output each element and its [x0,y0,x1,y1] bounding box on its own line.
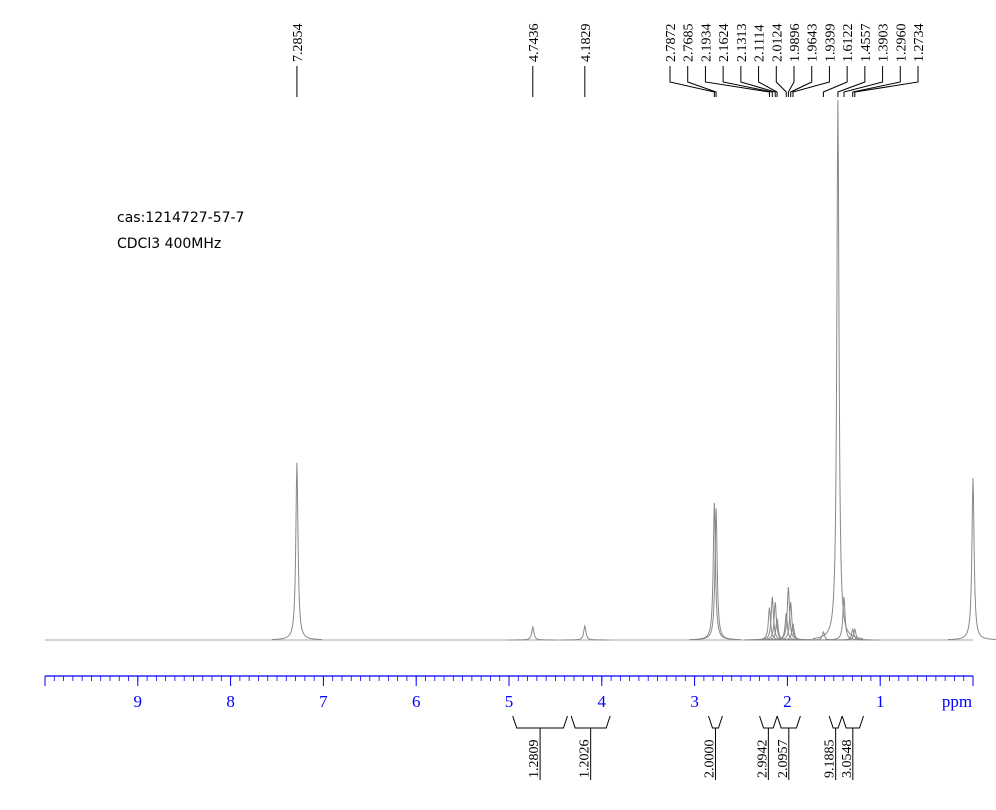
peak-label: 1.6122 [841,24,856,63]
x-tick-label: 8 [226,692,235,711]
integral-bracket [708,715,723,780]
peak-connector [852,66,901,97]
peak-label: 1.9399 [823,24,838,63]
peak-label: 1.4557 [859,24,874,63]
x-tick-label: 2 [783,692,792,711]
peak-label: 1.9896 [788,24,803,63]
integral-bracket [776,715,801,780]
integral-label: 2.0000 [702,740,717,779]
peak [812,99,863,640]
x-tick-label: 3 [690,692,699,711]
peak-connector [740,66,776,97]
peak-connector [669,66,715,97]
peak [752,618,803,641]
x-tick-label: 1 [876,692,885,711]
peak-label: 1.3903 [877,24,892,63]
peak [827,627,878,641]
x-tick-label: 9 [134,692,143,711]
peak-label: 2.0124 [770,24,785,63]
integral-bracket [828,715,843,780]
peak-connector [722,66,773,97]
peak [559,624,610,641]
peak-label: 1.9643 [806,24,821,63]
integral-bracket [512,715,568,780]
x-tick-label: 6 [412,692,421,711]
annotation: cas:1214727-57-7 [117,210,244,226]
reference-peak [947,477,996,641]
annotation: CDCl3 400MHz [117,236,221,252]
integral-bracket [841,715,864,780]
peak [507,625,558,641]
peak-connector [704,66,770,97]
peak-label: 1.2960 [894,24,909,63]
x-tick-label: 5 [505,692,514,711]
integral-label: 2.9942 [755,740,770,779]
peak-connector [854,66,919,97]
integral-bracket [570,715,611,780]
peak-connector [790,66,813,97]
peak-connector [837,66,866,97]
peak-label: 7.2854 [291,24,306,63]
peak [829,627,880,641]
peak-label: 2.1624 [717,24,732,63]
x-axis-label: ppm [942,692,972,711]
peak-label: 4.7436 [527,24,542,63]
peak [271,462,322,641]
peak-connector [787,66,795,97]
peak-connector [687,66,717,97]
integral-label: 1.2026 [578,740,593,779]
peak-connector [792,66,830,97]
x-tick-label: 7 [319,692,328,711]
peak-connector [822,66,848,97]
integral-bracket [759,715,778,780]
peak [691,508,742,641]
peak-label: 4.1829 [579,24,594,63]
peak-label: 2.1313 [735,24,750,63]
integral-label: 1.2809 [527,740,542,779]
integral-label: 9.1885 [823,740,838,779]
peak-label: 2.7872 [664,24,679,63]
peak-label: 2.1934 [699,24,714,63]
peak-connector [758,66,778,97]
peak-connector [843,66,884,97]
peak-label: 1.2734 [912,24,927,63]
integral-label: 3.0548 [840,740,855,779]
peak-label: 2.7685 [682,24,697,63]
peak-connector [775,66,787,97]
integral-label: 2.0957 [776,740,791,779]
x-tick-label: 4 [598,692,607,711]
peak-label: 2.1114 [753,25,768,62]
